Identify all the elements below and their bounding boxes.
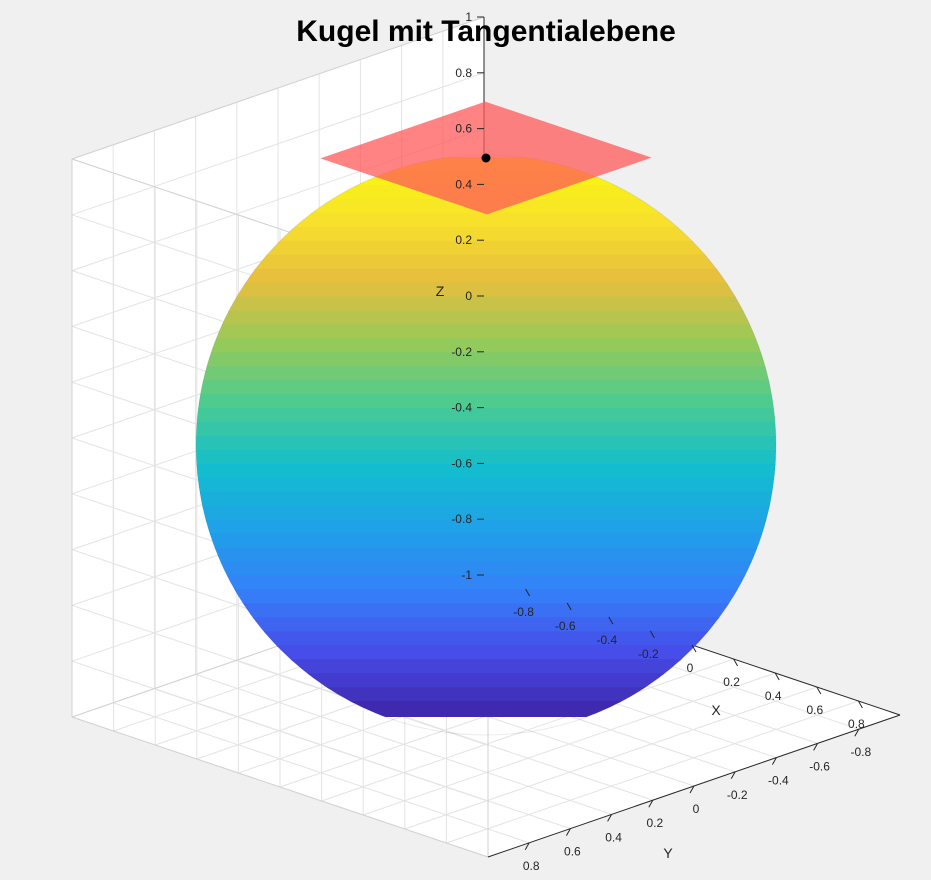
y-tick-label: -0.8 — [850, 745, 871, 759]
sphere-band — [196, 463, 776, 480]
y-tick-mark — [730, 771, 736, 780]
x-tick-mark — [857, 700, 863, 709]
y-tick-mark — [813, 743, 819, 751]
sphere-band — [196, 436, 776, 452]
x-tick-mark — [566, 602, 572, 611]
y-tick-label: -0.2 — [727, 788, 748, 802]
sphere-band — [196, 491, 776, 508]
sphere-band — [196, 240, 776, 257]
y-axis-label: Y — [663, 845, 673, 861]
z-tick-label: -1 — [461, 568, 472, 582]
sphere-band — [196, 547, 776, 564]
axes-box-edge — [71, 16, 485, 160]
sphere-band — [196, 408, 776, 425]
z-tick-label: -0.6 — [451, 456, 472, 470]
sphere-band — [196, 380, 776, 397]
grid-line-y-floor — [236, 659, 653, 801]
z-tick-label: -0.4 — [451, 401, 472, 415]
y-tick-mark — [689, 785, 695, 794]
x-axis-label: X — [711, 702, 721, 718]
y-tick-label: 0.4 — [605, 830, 622, 844]
z-tick-label: 0 — [465, 289, 472, 303]
tangent-plane-layer — [320, 101, 652, 215]
sphere-band — [196, 296, 776, 313]
sphere-band — [196, 589, 776, 606]
grid-line-z-wall — [71, 604, 489, 746]
sphere-band — [196, 422, 776, 438]
z-tick-label: 0.4 — [455, 177, 472, 191]
y-tick-label: 0.6 — [564, 845, 581, 859]
sphere-band — [196, 519, 776, 536]
sphere-band — [196, 338, 776, 355]
x-tick-label: -0.2 — [638, 647, 659, 661]
sphere-band — [196, 310, 776, 327]
x-tick-label: -0.4 — [596, 633, 617, 647]
sphere-band — [196, 394, 776, 411]
x-tick-label: 0.2 — [723, 675, 740, 689]
sphere-band — [196, 324, 776, 341]
sphere-band — [196, 352, 776, 369]
tangent-point-marker — [481, 153, 491, 163]
x-tick-mark — [816, 686, 822, 695]
x-tick-label: 0.6 — [806, 703, 823, 717]
x-tick-mark — [774, 672, 780, 681]
x-tick-label: -0.8 — [513, 605, 534, 619]
z-tick-label: 0.8 — [455, 66, 472, 80]
grid-line-y-floor — [195, 673, 612, 815]
sphere-band — [196, 226, 776, 243]
sphere-band — [196, 673, 776, 690]
y-tick-mark — [565, 828, 571, 836]
y-tick-mark — [771, 757, 777, 765]
sphere-band — [196, 268, 776, 285]
x-tick-mark — [649, 630, 655, 639]
sphere-band — [196, 449, 776, 466]
x-tick-mark — [525, 588, 531, 597]
x-tick-mark — [608, 616, 614, 625]
z-tick-label: 1 — [465, 10, 472, 24]
y-tick-label: 0.8 — [523, 859, 540, 873]
sphere-band — [196, 533, 776, 550]
x-tick-mark — [691, 644, 697, 653]
sphere-band — [196, 659, 776, 676]
grid-line-z-wall — [71, 72, 485, 216]
sphere-band — [196, 212, 776, 229]
sphere-band — [196, 631, 776, 648]
x-tick-label: 0 — [687, 661, 694, 675]
z-tick-label: -0.2 — [451, 345, 472, 359]
x-tick-label: 0.4 — [765, 689, 782, 703]
y-tick-label: -0.4 — [768, 774, 789, 788]
sphere-band — [196, 617, 776, 634]
sphere-band — [196, 505, 776, 522]
y-tick-label: -0.6 — [809, 759, 830, 773]
sphere-band — [196, 366, 776, 383]
sphere-band — [196, 603, 776, 620]
y-tick-mark — [524, 842, 530, 851]
grid-line-y-floor — [113, 702, 530, 844]
sphere-band — [196, 575, 776, 592]
sphere-band — [196, 254, 776, 271]
z-tick-label: -0.8 — [451, 512, 472, 526]
y-tick-mark — [648, 799, 654, 808]
x-tick-mark — [733, 658, 739, 667]
sphere-band — [196, 645, 776, 662]
axis-ticks: 1 0.8 0.6 0.4 0.2 0 -0.2 -0.4 -0.6 -0.8 -1 -0.8 -0.6… — [451, 10, 871, 873]
y-tick-label: 0.2 — [646, 816, 663, 830]
sphere-band — [196, 477, 776, 494]
z-tick-label: 0.6 — [455, 122, 472, 136]
y-tick-mark — [607, 814, 613, 822]
x-tick-label: -0.6 — [555, 619, 576, 633]
z-axis-label: Z — [436, 283, 445, 299]
chart-title: Kugel mit Tangentialebene — [296, 15, 676, 48]
z-tick-label: 0.2 — [455, 233, 472, 247]
grid-line-z-wall — [71, 660, 489, 802]
axes-box-edge — [71, 716, 489, 858]
axis-labels: X Y Z — [436, 283, 722, 861]
sphere-band — [196, 561, 776, 578]
sphere-band — [196, 282, 776, 299]
y-tick-mark — [854, 728, 860, 737]
y-tick-label: 0 — [693, 802, 700, 816]
x-tick-label: 0.8 — [848, 717, 865, 731]
